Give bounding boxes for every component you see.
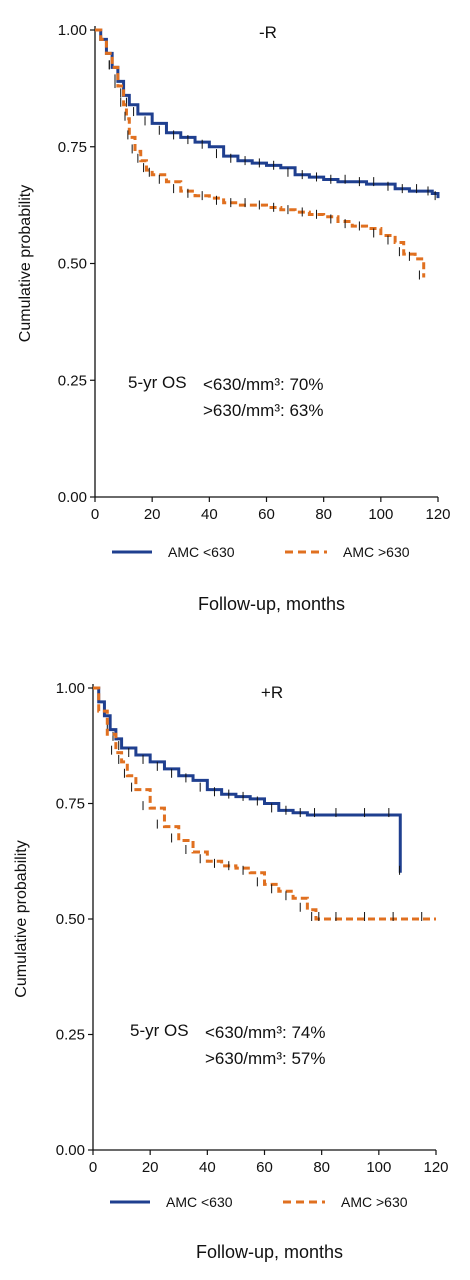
- chart-title: +R: [261, 683, 283, 702]
- os-under-630: <630/mm³: 74%: [205, 1023, 325, 1042]
- y-tick-label: 0.00: [56, 1142, 85, 1159]
- series-line-amc-under-630: [95, 28, 440, 199]
- x-tick-label: 40: [201, 506, 218, 523]
- x-axis-label: Follow-up, months: [196, 1242, 343, 1262]
- y-tick-label: 0.25: [56, 1027, 85, 1044]
- x-tick-label: 100: [366, 1159, 391, 1176]
- os-label: 5-yr OS: [128, 373, 187, 392]
- os-under-630: <630/mm³: 70%: [203, 375, 323, 394]
- panel-top: 0.00 0.25 0.50 0.75 1.00 0 20 40 60 80 100 120 -R Cum…: [17, 22, 451, 614]
- y-tick-label: 1.00: [56, 680, 85, 697]
- legend-label-amc-under-630: AMC <630: [166, 1194, 233, 1210]
- os-label: 5-yr OS: [130, 1021, 189, 1040]
- series-line-amc-over-630: [93, 686, 436, 921]
- x-tick-label: 120: [425, 506, 450, 523]
- x-tick-label: 0: [89, 1159, 97, 1176]
- legend-label-amc-over-630: AMC >630: [341, 1194, 408, 1210]
- os-over-630: >630/mm³: 57%: [205, 1049, 325, 1068]
- chart-title: -R: [259, 23, 277, 42]
- y-tick-label: 0.75: [56, 796, 85, 813]
- x-tick-label: 40: [199, 1159, 216, 1176]
- y-tick-label: 0.00: [58, 489, 87, 506]
- x-tick-label: 60: [256, 1159, 273, 1176]
- legend-label-amc-over-630: AMC >630: [343, 544, 410, 560]
- legend-label-amc-under-630: AMC <630: [168, 544, 235, 560]
- y-axis-label: Cumulative probability: [13, 840, 30, 997]
- series-line-amc-under-630: [93, 686, 402, 873]
- y-tick-label: 0.50: [58, 256, 87, 273]
- y-tick-label: 1.00: [58, 22, 87, 39]
- x-tick-label: 20: [142, 1159, 159, 1176]
- y-axis-label: Cumulative probability: [17, 185, 34, 342]
- y-tick-label: 0.75: [58, 139, 87, 156]
- panel-bottom: 0.00 0.25 0.50 0.75 1.00 0 20 40 60 80 100 120 +R Cum…: [13, 680, 449, 1262]
- x-tick-label: 60: [258, 506, 275, 523]
- x-tick-label: 20: [144, 506, 161, 523]
- x-tick-label: 120: [423, 1159, 448, 1176]
- x-tick-label: 80: [313, 1159, 330, 1176]
- x-tick-label: 0: [91, 506, 99, 523]
- x-axis-label: Follow-up, months: [198, 594, 345, 614]
- y-tick-label: 0.50: [56, 911, 85, 928]
- os-over-630: >630/mm³: 63%: [203, 401, 323, 420]
- x-tick-label: 80: [315, 506, 332, 523]
- y-tick-label: 0.25: [58, 372, 87, 389]
- series-line-amc-over-630: [95, 28, 426, 278]
- x-tick-label: 100: [368, 506, 393, 523]
